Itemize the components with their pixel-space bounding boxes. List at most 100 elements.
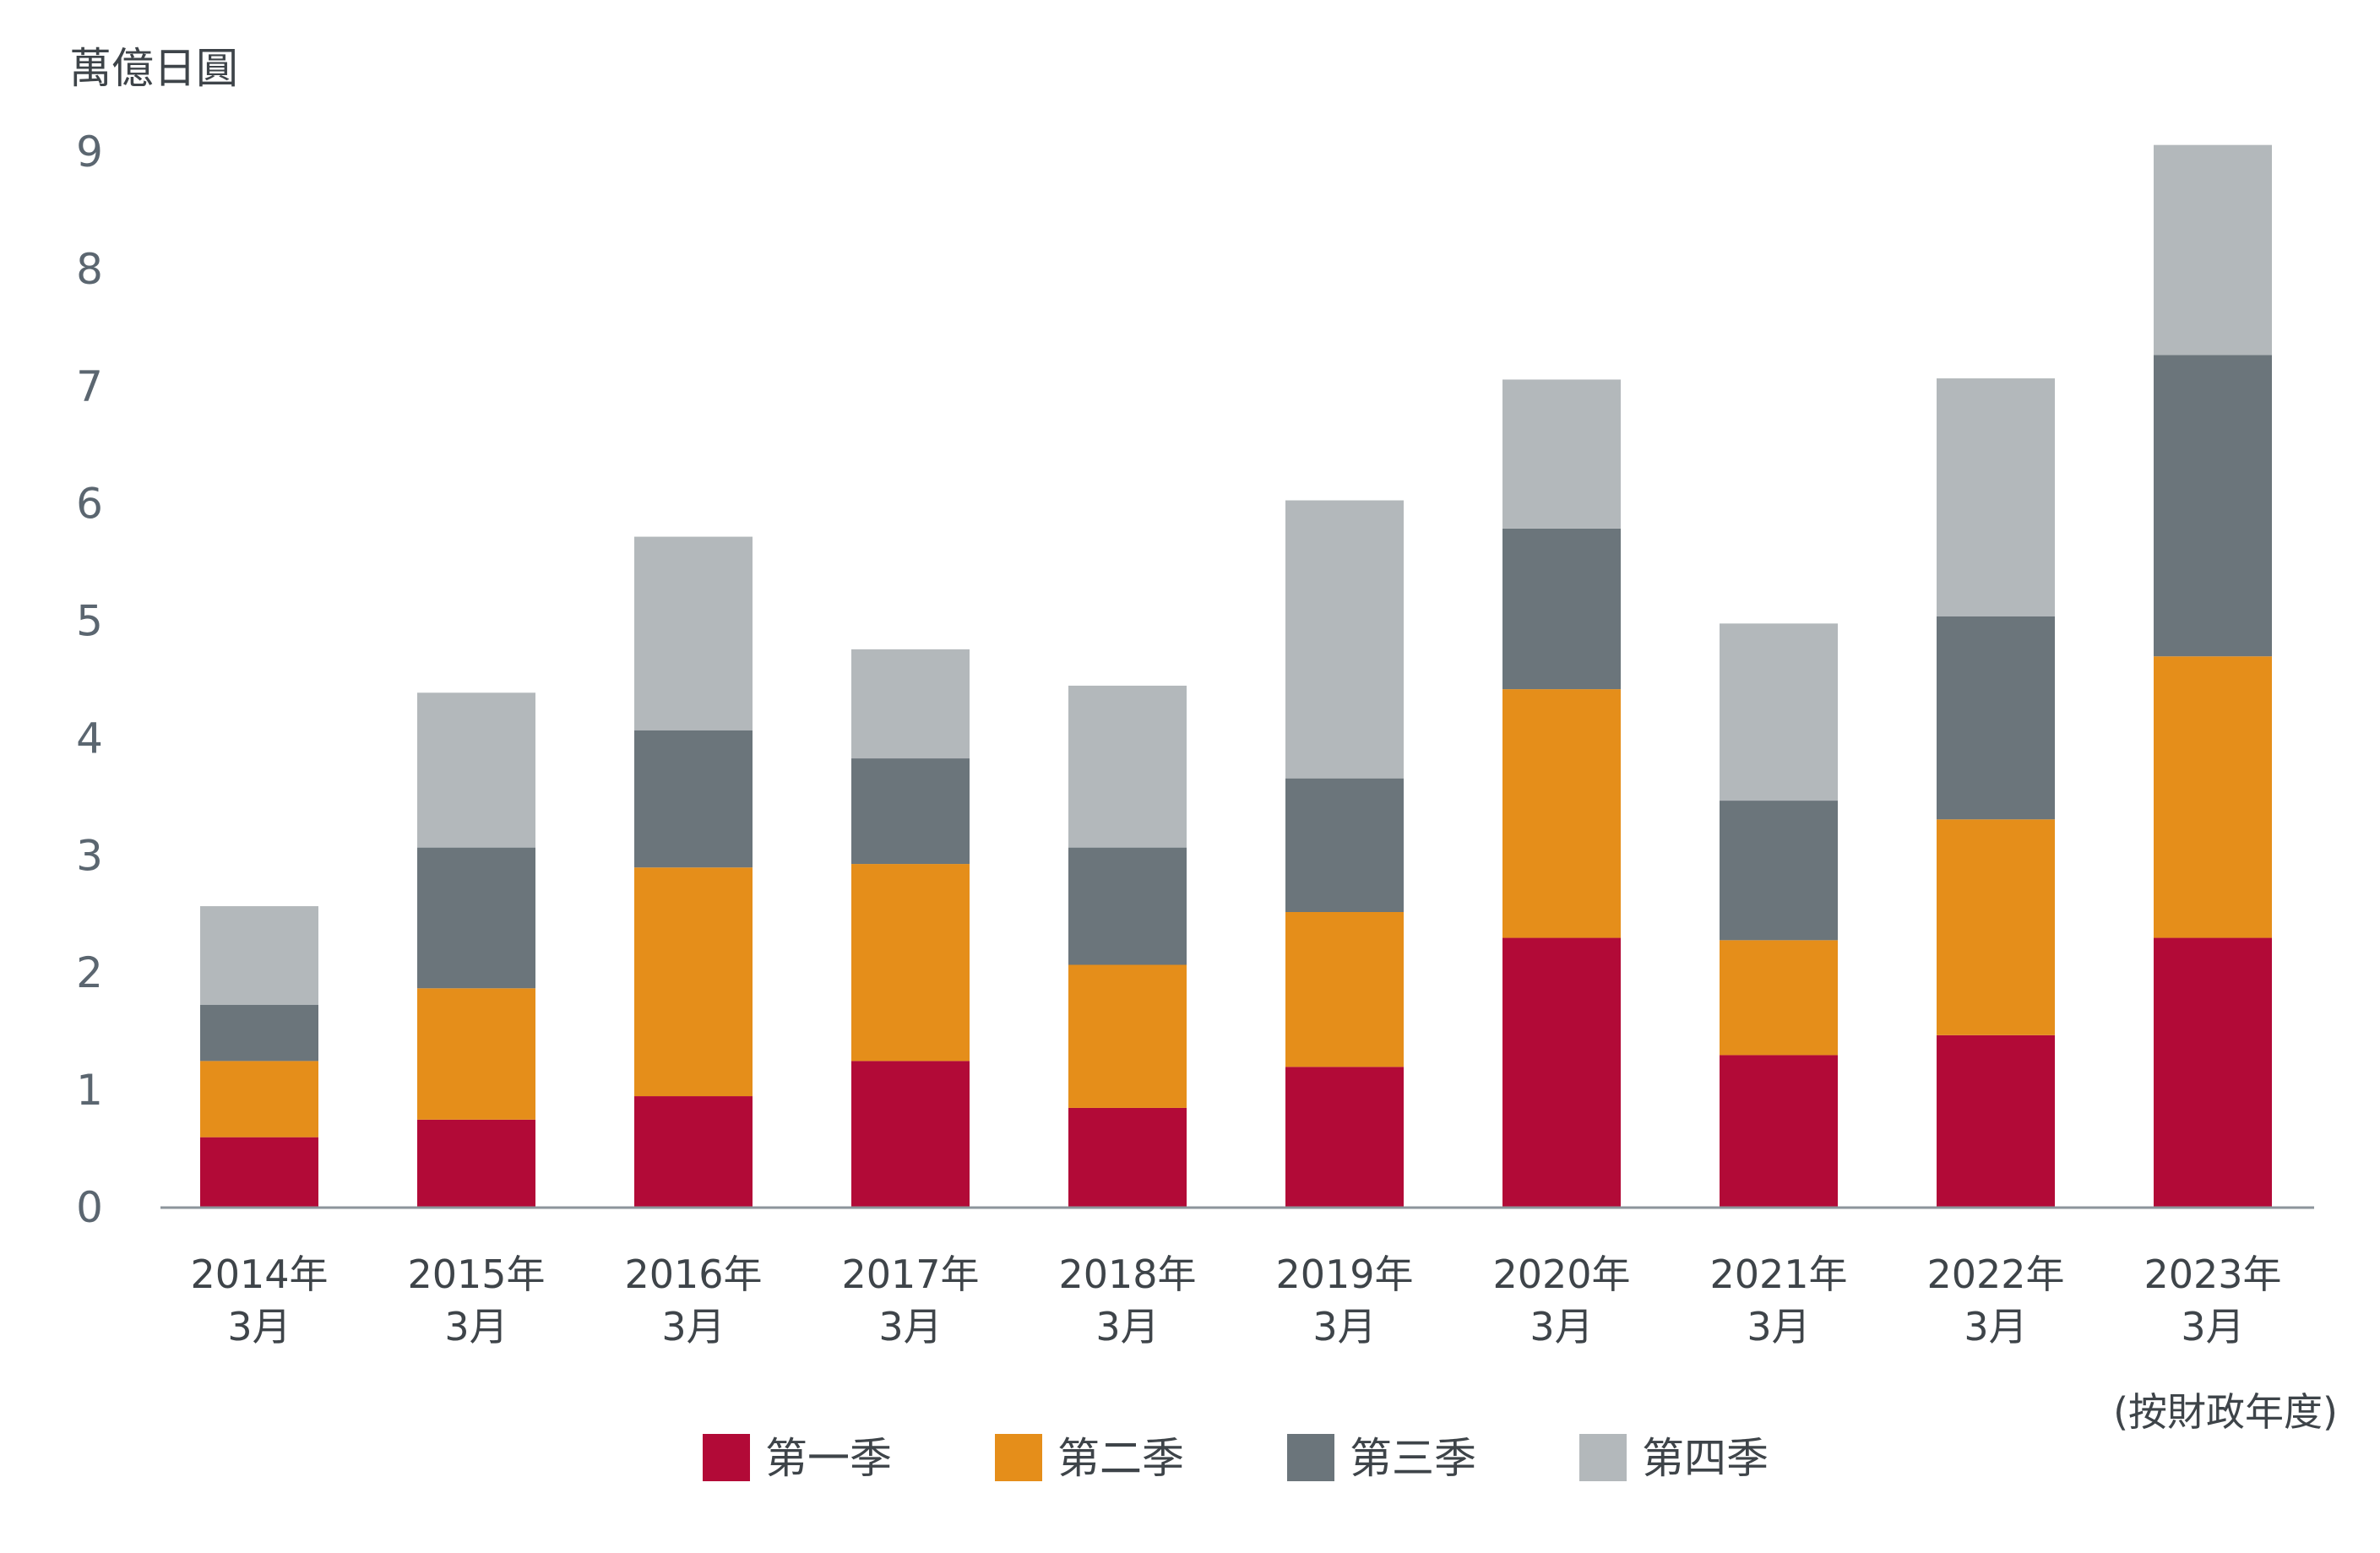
y-tick-label: 8 xyxy=(76,245,103,294)
bar-segment-q2 xyxy=(417,988,535,1120)
bar-segment-q4 xyxy=(1502,379,1621,529)
bar-segment-q1 xyxy=(634,1096,753,1208)
bar-segment-q3 xyxy=(1502,528,1621,690)
bar-segment-q1 xyxy=(200,1137,318,1208)
x-tick-year: 2016年 xyxy=(624,1252,762,1297)
x-tick-month: 3月 xyxy=(444,1304,508,1349)
legend-swatch xyxy=(995,1434,1042,1481)
x-tick-month: 3月 xyxy=(1964,1304,2027,1349)
y-tick-label: 0 xyxy=(76,1183,103,1232)
bar-segment-q2 xyxy=(634,867,753,1097)
bar-segment-q2 xyxy=(1285,912,1404,1067)
legend-swatch xyxy=(1579,1434,1627,1481)
y-tick-label: 1 xyxy=(76,1066,103,1115)
bar-segment-q2 xyxy=(1720,940,1838,1056)
bar-segment-q3 xyxy=(1068,847,1187,965)
x-tick-month: 3月 xyxy=(2181,1304,2244,1349)
legend-label: 第四季 xyxy=(1642,1434,1769,1483)
bar-segment-q3 xyxy=(417,847,535,989)
x-tick-month: 3月 xyxy=(1530,1304,1593,1349)
legend-item-q1: 第一季 xyxy=(703,1434,892,1483)
y-tick-label: 7 xyxy=(76,362,103,411)
bar-segment-q1 xyxy=(1068,1107,1187,1208)
legend-swatch xyxy=(703,1434,750,1481)
legend: 第一季 第二季 第三季 第四季 xyxy=(703,1434,1769,1483)
bar-segment-q1 xyxy=(851,1061,970,1208)
y-tick-label: 2 xyxy=(76,948,103,997)
bar-segment-q2 xyxy=(2154,656,2272,938)
legend-label: 第二季 xyxy=(1057,1434,1184,1483)
bar-segment-q4 xyxy=(851,649,970,759)
x-tick-year: 2020年 xyxy=(1492,1252,1630,1297)
bar-segment-q3 xyxy=(1720,801,1838,941)
bar-segment-q4 xyxy=(634,536,753,730)
bar-segment-q4 xyxy=(2154,144,2272,356)
x-tick-month: 3月 xyxy=(227,1304,291,1349)
y-axis: 0 1 2 3 4 5 6 7 8 9 xyxy=(76,128,103,1232)
x-tick-year: 2019年 xyxy=(1275,1252,1413,1297)
bar-segment-q3 xyxy=(2154,355,2272,657)
bar-segment-q2 xyxy=(1937,819,2055,1035)
y-tick-label: 6 xyxy=(76,480,103,529)
bar-segment-q1 xyxy=(2154,937,2272,1208)
bar-segment-q1 xyxy=(1285,1067,1404,1208)
x-tick-label: 2018年 3月 xyxy=(1058,1252,1196,1349)
bar-segment-q4 xyxy=(200,906,318,1005)
bar-segment-q4 xyxy=(417,692,535,848)
legend-swatch xyxy=(1287,1434,1334,1481)
legend-label: 第三季 xyxy=(1350,1434,1476,1483)
y-tick-label: 3 xyxy=(76,831,103,880)
x-tick-year: 2017年 xyxy=(841,1252,979,1297)
legend-item-q3: 第三季 xyxy=(1287,1434,1476,1483)
bar-segment-q1 xyxy=(1502,937,1621,1208)
x-tick-year: 2023年 xyxy=(2144,1252,2281,1297)
x-tick-label: 2014年 3月 xyxy=(190,1252,328,1349)
bar-segment-q3 xyxy=(851,758,970,865)
bar-segment-q4 xyxy=(1285,500,1404,779)
x-tick-year: 2021年 xyxy=(1709,1252,1847,1297)
y-tick-label: 4 xyxy=(76,714,103,763)
x-tick-label: 2023年 3月 xyxy=(2144,1252,2281,1349)
bar-segment-q2 xyxy=(1502,689,1621,938)
legend-item-q2: 第二季 xyxy=(995,1434,1184,1483)
bar-segment-q3 xyxy=(634,730,753,868)
x-tick-month: 3月 xyxy=(1747,1304,1810,1349)
x-tick-label: 2022年 3月 xyxy=(1926,1252,2064,1349)
bar-segment-q2 xyxy=(1068,964,1187,1108)
bar-segment-q4 xyxy=(1068,685,1187,848)
y-tick-label: 9 xyxy=(76,128,103,176)
bar-segment-q2 xyxy=(200,1061,318,1138)
bar-segment-q1 xyxy=(1937,1034,2055,1208)
x-tick-label: 2015年 3月 xyxy=(407,1252,545,1349)
x-tick-month: 3月 xyxy=(661,1304,725,1349)
x-tick-label: 2017年 3月 xyxy=(841,1252,979,1349)
unit-label: 萬億日圓 xyxy=(69,44,238,93)
x-tick-label: 2016年 3月 xyxy=(624,1252,762,1349)
y-tick-label: 5 xyxy=(76,597,103,646)
x-tick-label: 2020年 3月 xyxy=(1492,1252,1630,1349)
x-tick-label: 2019年 3月 xyxy=(1275,1252,1413,1349)
bar-segment-q2 xyxy=(851,864,970,1062)
x-tick-year: 2022年 xyxy=(1926,1252,2064,1297)
bar-segment-q3 xyxy=(200,1004,318,1062)
bar-segment-q3 xyxy=(1937,616,2055,820)
bar-segment-q1 xyxy=(417,1119,535,1208)
bar-segment-q4 xyxy=(1720,623,1838,801)
x-tick-year: 2018年 xyxy=(1058,1252,1196,1297)
x-tick-month: 3月 xyxy=(1312,1304,1376,1349)
legend-item-q4: 第四季 xyxy=(1579,1434,1769,1483)
fiscal-year-note: (按財政年度) xyxy=(2113,1389,2338,1435)
legend-label: 第一季 xyxy=(765,1434,892,1483)
bar-segment-q4 xyxy=(1937,378,2055,616)
x-tick-year: 2015年 xyxy=(407,1252,545,1297)
x-tick-month: 3月 xyxy=(878,1304,942,1349)
x-tick-month: 3月 xyxy=(1095,1304,1159,1349)
bars xyxy=(200,144,2272,1208)
bar-segment-q1 xyxy=(1720,1055,1838,1208)
x-tick-year: 2014年 xyxy=(190,1252,328,1297)
x-tick-label: 2021年 3月 xyxy=(1709,1252,1847,1349)
bar-segment-q3 xyxy=(1285,778,1404,912)
